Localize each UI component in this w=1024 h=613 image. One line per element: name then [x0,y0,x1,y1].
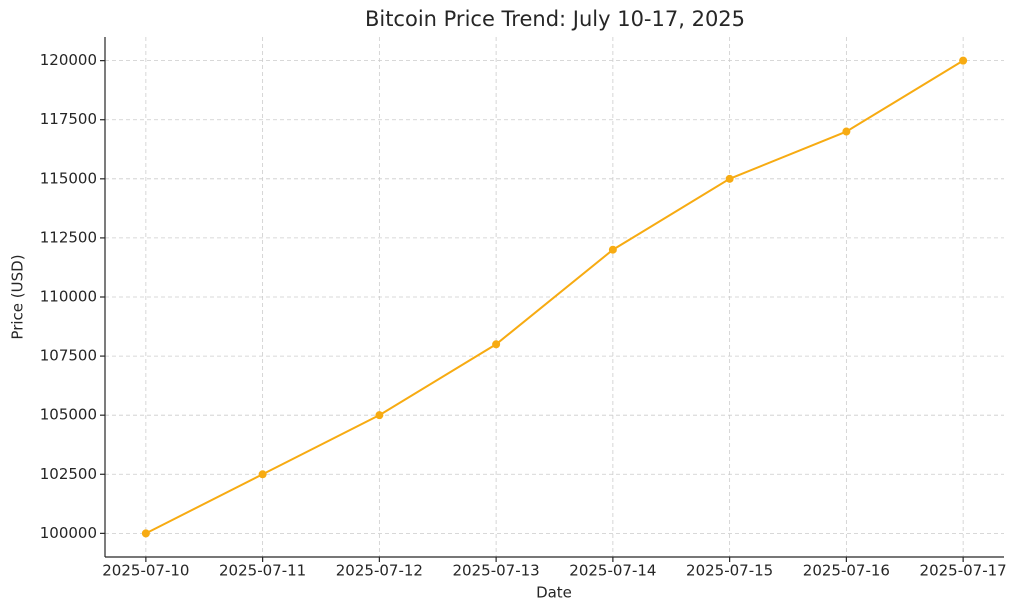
x-tick-label: 2025-07-17 [920,562,1007,580]
marker [141,529,150,538]
marker [375,411,384,420]
marker [258,470,267,479]
y-tick-label: 105000 [40,406,97,424]
y-tick-label: 102500 [40,465,97,483]
marker [725,174,734,183]
line [145,59,964,535]
y-tick-label: 100000 [40,524,97,542]
x-axis-label: Date [536,584,572,602]
y-tick-label: 115000 [40,169,97,187]
x-tick-label: 2025-07-13 [453,562,540,580]
chart-title: Bitcoin Price Trend: July 10-17, 2025 [365,7,745,31]
x-tick-label: 2025-07-15 [686,562,773,580]
x-tick-label: 2025-07-16 [803,562,890,580]
y-tick-label: 107500 [40,347,97,365]
y-tick-label: 112500 [40,228,97,246]
y-tick-label: 117500 [40,110,97,128]
y-axis-label: Price (USD) [9,254,27,339]
marker [842,127,851,136]
x-tick-label: 2025-07-10 [102,562,189,580]
x-tick-label: 2025-07-12 [336,562,423,580]
x-tick-label: 2025-07-11 [219,562,306,580]
x-tick-label: 2025-07-14 [569,562,656,580]
y-tick-label: 110000 [40,288,97,306]
marker [959,56,968,65]
marker [492,340,501,349]
marker [608,245,617,254]
y-tick-label: 120000 [40,51,97,69]
